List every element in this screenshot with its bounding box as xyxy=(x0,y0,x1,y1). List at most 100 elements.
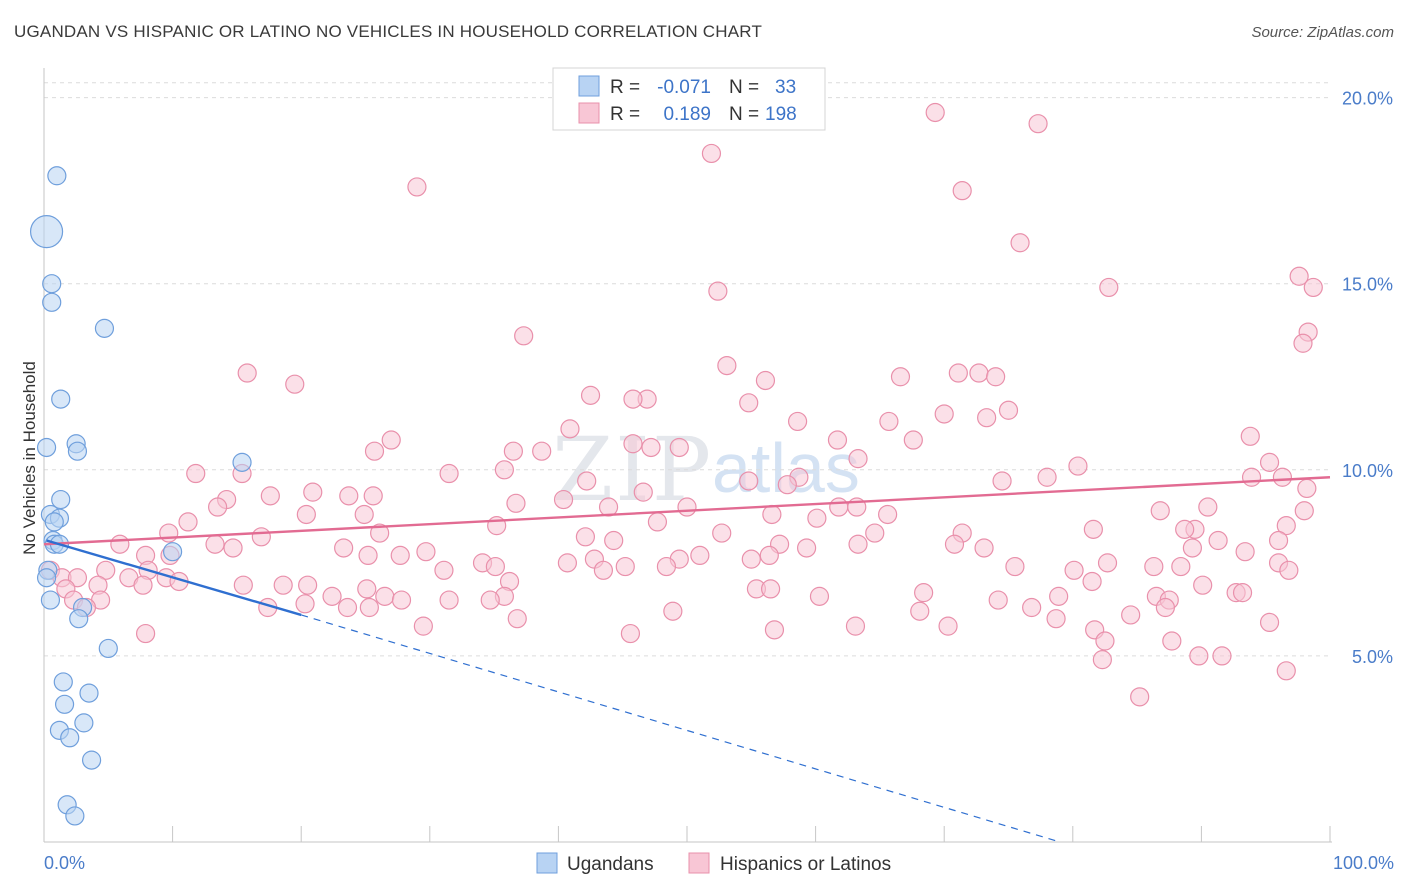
hispanics-point xyxy=(741,549,761,569)
hispanics-point xyxy=(339,486,359,506)
hispanics-point xyxy=(358,545,378,566)
hispanics-point xyxy=(186,463,206,484)
hispanics-point xyxy=(762,504,782,525)
ugandans-point xyxy=(44,512,64,532)
stats-legend: R = -0.071 N = 33 R = 0.189 N = 198 xyxy=(552,67,826,131)
r-label-1: R = xyxy=(610,77,640,98)
series-hispanics-points xyxy=(40,88,1323,707)
hispanics-point xyxy=(623,389,643,409)
hispanics-point xyxy=(1268,530,1289,551)
hispanics-point xyxy=(1297,478,1317,499)
hispanics-point xyxy=(354,504,374,525)
hispanics-point xyxy=(952,181,972,201)
hispanics-point xyxy=(514,326,534,346)
hispanics-point xyxy=(796,538,817,558)
hispanics-point xyxy=(133,575,153,595)
hispanics-point xyxy=(1293,333,1313,353)
hispanics-point xyxy=(577,471,597,491)
hispanics-point xyxy=(1294,501,1314,521)
ugandans-point xyxy=(36,437,57,458)
ugandans-point xyxy=(65,806,85,826)
hispanics-point xyxy=(593,560,614,580)
ugandans-trend-extension xyxy=(301,614,1061,843)
hispanics-point xyxy=(717,355,737,376)
hispanics-point xyxy=(1303,277,1323,298)
hispanics-point xyxy=(260,486,280,506)
hispanics-point xyxy=(1130,687,1150,707)
x-tick-label-max: 100.0% xyxy=(1333,853,1394,873)
ugandans-point xyxy=(232,452,252,472)
hispanics-point xyxy=(507,609,527,629)
hispanics-point xyxy=(1232,583,1253,603)
hispanics-point xyxy=(633,482,653,502)
hispanics-point xyxy=(1005,556,1025,577)
hispanics-point xyxy=(914,583,934,603)
hispanics-point xyxy=(1068,456,1088,476)
ugandans-point xyxy=(42,292,62,312)
hispanics-point xyxy=(663,601,683,621)
hispanics-point xyxy=(787,411,808,432)
hispanics-point xyxy=(623,434,643,454)
hispanics-point xyxy=(879,411,899,432)
ugandans-point xyxy=(54,694,75,714)
hispanics-point xyxy=(807,508,827,528)
hispanics-point xyxy=(974,538,994,558)
legend-hispanics-label: Hispanics or Latinos xyxy=(720,854,891,875)
ugandans-point xyxy=(79,683,99,703)
hispanics-point xyxy=(1189,646,1209,666)
hispanics-point xyxy=(532,441,552,461)
hispanics-point xyxy=(712,523,732,543)
hispanics-point xyxy=(604,530,624,551)
hispanics-point xyxy=(557,553,578,573)
hispanics-point xyxy=(178,512,198,532)
hispanics-point xyxy=(1289,266,1309,286)
hispanics-point xyxy=(439,463,459,484)
hispanics-point xyxy=(223,538,243,558)
ugandans-point xyxy=(74,713,94,733)
hispanics-point xyxy=(1279,560,1299,580)
hispanics-point xyxy=(237,363,257,383)
hispanics-point xyxy=(998,400,1019,420)
hispanics-point xyxy=(925,102,945,123)
hispanics-point xyxy=(992,471,1012,491)
y-tick-labels: 5.0% 10.0% 15.0% 20.0% xyxy=(1342,89,1393,667)
hispanics-point xyxy=(390,545,410,566)
trend-lines xyxy=(43,476,1331,843)
hispanics-point xyxy=(1276,661,1296,681)
hispanics-point xyxy=(848,449,868,469)
hispanics-point xyxy=(764,620,785,640)
hispanics-point xyxy=(485,556,505,577)
hispanics-point xyxy=(878,504,898,525)
hispanics-point xyxy=(322,586,342,606)
r-label-2: R = xyxy=(610,104,640,125)
hispanics-point xyxy=(1212,646,1232,666)
hispanics-point xyxy=(969,363,989,383)
grid-lines xyxy=(44,82,1332,657)
ugandans-point xyxy=(67,441,88,461)
legend-hispanics-swatch xyxy=(688,852,710,874)
hispanics-point xyxy=(669,437,689,458)
hispanics-point xyxy=(845,616,866,636)
hispanics-point xyxy=(337,597,358,618)
n-value-2: 198 xyxy=(765,104,797,125)
ugandans-trend-line xyxy=(46,539,302,617)
hispanics-point xyxy=(434,560,454,580)
hispanics-point xyxy=(1150,501,1170,521)
hispanics-point xyxy=(364,441,385,461)
hispanics-point xyxy=(848,534,868,554)
hispanics-point xyxy=(1095,631,1115,651)
source-label: Source: ZipAtlas.com xyxy=(1251,24,1394,41)
hispanics-point xyxy=(620,623,641,644)
hispanics-swatch xyxy=(578,102,600,124)
y-tick-label: 20.0% xyxy=(1342,89,1393,109)
hispanics-point xyxy=(1240,426,1260,446)
ugandans-swatch xyxy=(578,75,600,97)
n-label-1: N = xyxy=(729,77,759,98)
hispanics-point xyxy=(381,430,401,450)
hispanics-point xyxy=(296,504,316,525)
ugandans-point xyxy=(40,590,61,610)
hispanics-point xyxy=(370,523,390,543)
hispanics-point xyxy=(708,281,728,301)
hispanics-point xyxy=(641,437,661,458)
r-value-2: 0.189 xyxy=(663,104,711,125)
